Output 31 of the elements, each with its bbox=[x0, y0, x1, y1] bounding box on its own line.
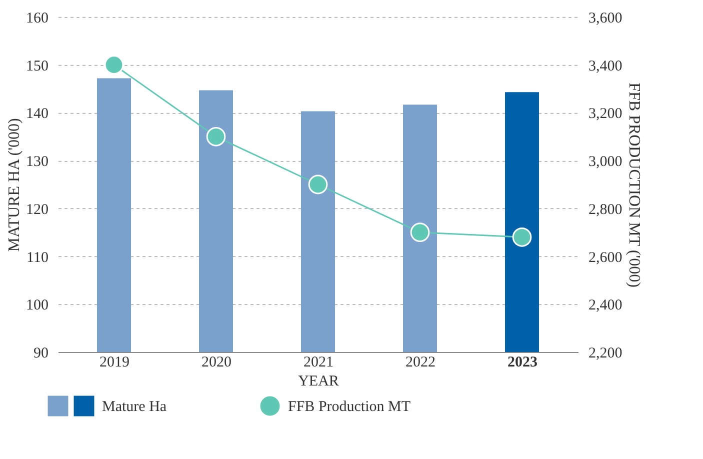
y-tick-label: 150 bbox=[26, 58, 48, 74]
x-tick-label: 2020 bbox=[202, 354, 232, 370]
y2-tick-label: 3,400 bbox=[588, 58, 622, 74]
legend-label: Mature Ha bbox=[102, 399, 167, 415]
y2-tick-label: 2,800 bbox=[588, 202, 622, 218]
y2-tick-label: 2,600 bbox=[588, 250, 622, 266]
y-tick-label: 110 bbox=[26, 250, 48, 266]
point bbox=[308, 174, 328, 194]
x-tick-label: 2021 bbox=[304, 354, 334, 370]
y-tick-label: 160 bbox=[26, 10, 48, 26]
y-axis-title: MATURE HA ('000) bbox=[6, 118, 23, 252]
y-tick-label: 100 bbox=[26, 298, 48, 314]
y2-tick-label: 2,200 bbox=[588, 346, 622, 362]
point bbox=[104, 55, 124, 75]
point bbox=[410, 222, 430, 242]
legend-label: FFB Production MT bbox=[288, 399, 411, 415]
y2-tick-label: 3,200 bbox=[588, 106, 622, 122]
y-tick-label: 130 bbox=[26, 154, 48, 170]
y-tick-label: 120 bbox=[26, 202, 48, 218]
point bbox=[206, 126, 226, 146]
x-tick-label: 2023 bbox=[508, 354, 538, 370]
y2-axis-title: FFB PRODUCTION MT ('000) bbox=[625, 82, 642, 288]
x-axis-title: YEAR bbox=[298, 374, 339, 390]
y2-tick-label: 2,400 bbox=[588, 298, 622, 314]
y2-tick-label: 3,600 bbox=[588, 10, 622, 26]
x-tick-label: 2022 bbox=[406, 354, 436, 370]
y-tick-label: 90 bbox=[34, 346, 48, 362]
y-tick-label: 140 bbox=[26, 106, 48, 122]
x-tick-label: 2019 bbox=[100, 354, 130, 370]
y2-tick-label: 3,000 bbox=[588, 154, 622, 170]
point bbox=[512, 227, 532, 247]
